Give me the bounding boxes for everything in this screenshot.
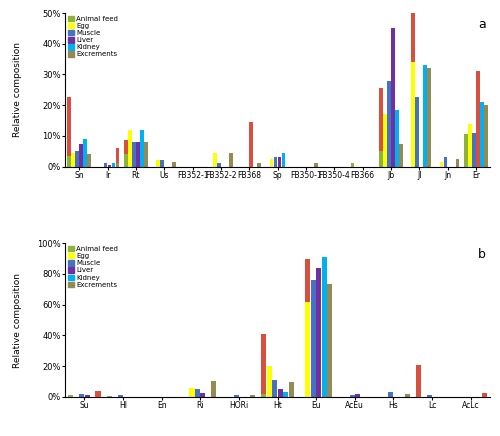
Bar [464, 134, 468, 167]
Bar [412, 62, 415, 167]
Bar [484, 105, 488, 167]
Bar [262, 334, 266, 395]
Bar [278, 389, 283, 397]
Bar [272, 380, 278, 397]
Bar [476, 72, 480, 167]
Bar [84, 139, 87, 167]
Bar [350, 395, 354, 397]
Bar [262, 395, 266, 397]
Bar [96, 391, 100, 397]
Bar [234, 395, 238, 397]
Bar [144, 142, 148, 167]
Bar [104, 164, 108, 167]
Bar [132, 142, 136, 167]
Bar [72, 153, 75, 167]
Bar [399, 143, 402, 167]
Bar [395, 110, 398, 167]
Bar [213, 153, 216, 167]
Legend: Animal feed, Egg, Muscle, Liver, Kidney, Excrements: Animal feed, Egg, Muscle, Liver, Kidney,… [67, 245, 118, 288]
Text: b: b [478, 248, 486, 261]
Legend: Animal feed, Egg, Muscle, Liver, Kidney, Excrements: Animal feed, Egg, Muscle, Liver, Kidney,… [67, 15, 118, 58]
Bar [427, 395, 432, 397]
Bar [283, 392, 288, 397]
Bar [68, 98, 71, 156]
Bar [229, 153, 232, 167]
Bar [350, 164, 354, 167]
Y-axis label: Relative composition: Relative composition [14, 42, 22, 137]
Bar [456, 159, 460, 167]
Bar [108, 165, 112, 167]
Bar [306, 259, 310, 302]
Bar [116, 148, 119, 164]
Bar [140, 130, 143, 167]
Bar [136, 142, 140, 167]
Bar [444, 157, 448, 167]
Bar [278, 157, 281, 167]
Bar [200, 393, 205, 397]
Bar [195, 389, 200, 397]
Bar [124, 154, 128, 167]
Bar [314, 164, 318, 167]
Bar [388, 392, 393, 397]
Bar [424, 65, 427, 167]
Bar [379, 88, 382, 151]
Bar [68, 395, 73, 397]
Bar [412, 0, 415, 62]
Bar [383, 114, 386, 167]
Bar [112, 164, 116, 167]
Bar [116, 164, 119, 167]
Bar [428, 68, 431, 167]
Bar [80, 143, 83, 167]
Bar [190, 388, 194, 397]
Bar [274, 157, 278, 167]
Bar [250, 122, 253, 167]
Bar [379, 151, 382, 167]
Bar [84, 395, 89, 397]
Bar [270, 159, 274, 167]
Bar [250, 395, 255, 397]
Bar [124, 140, 128, 154]
Bar [391, 28, 394, 167]
Bar [156, 160, 160, 167]
Bar [288, 382, 294, 397]
Y-axis label: Relative composition: Relative composition [14, 272, 22, 368]
Bar [355, 394, 360, 397]
Bar [311, 280, 316, 397]
Bar [160, 160, 164, 167]
Bar [68, 156, 71, 167]
Bar [118, 395, 122, 397]
Bar [404, 395, 409, 397]
Bar [128, 130, 132, 167]
Bar [472, 133, 476, 167]
Bar [322, 257, 327, 397]
Bar [306, 302, 310, 397]
Bar [468, 123, 471, 167]
Bar [316, 268, 322, 397]
Bar [267, 366, 272, 397]
Bar [416, 98, 419, 167]
Bar [107, 396, 112, 397]
Bar [440, 162, 444, 167]
Bar [416, 364, 421, 397]
Bar [212, 381, 216, 397]
Bar [172, 162, 176, 167]
Bar [79, 395, 84, 397]
Bar [217, 164, 220, 167]
Bar [328, 284, 332, 397]
Bar [258, 164, 261, 167]
Bar [76, 151, 79, 167]
Bar [480, 102, 484, 167]
Bar [88, 154, 91, 167]
Bar [482, 393, 487, 397]
Bar [282, 153, 286, 167]
Text: a: a [478, 18, 486, 31]
Bar [387, 81, 390, 167]
